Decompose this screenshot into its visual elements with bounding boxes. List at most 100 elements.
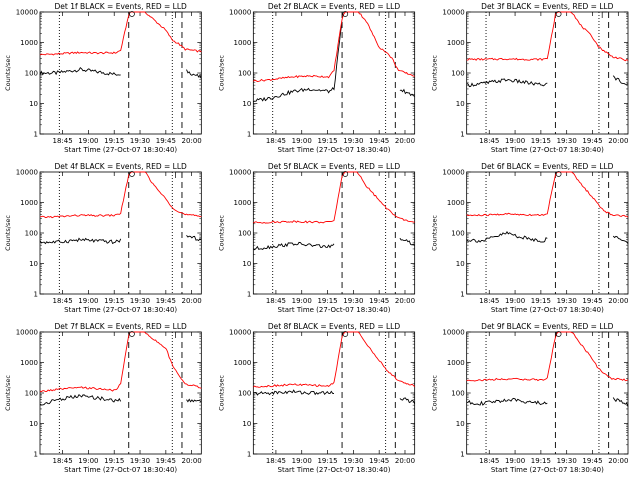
x-tick-label: 19:15 [104, 297, 124, 305]
lld-series-line [39, 171, 202, 219]
y-tick-label: 1 [34, 451, 38, 459]
chart-panel-3: Det 3f BLACK = Events, RED = LLD 1 10 100 10… [431, 2, 629, 154]
bracket-marker [175, 11, 181, 18]
events-series-line [612, 75, 629, 85]
x-tick-label: 20:00 [608, 457, 628, 465]
x-tick-label: 19:00 [292, 297, 312, 305]
x-tick-label: 19:15 [531, 137, 551, 145]
events-series-line [399, 397, 416, 405]
events-series-line [39, 237, 122, 245]
x-tick-label: 18:45 [52, 297, 72, 305]
y-tick-label: 1000 [447, 199, 465, 207]
y-tick-label: 10000 [16, 9, 38, 17]
x-tick-label: 19:00 [505, 457, 525, 465]
y-tick-label: 10000 [229, 329, 251, 337]
y-tick-label: 10000 [442, 9, 464, 17]
y-tick-label: 100 [25, 230, 38, 238]
event-marker [555, 331, 562, 337]
x-tick-label: 18:45 [266, 457, 286, 465]
plot-frame [466, 171, 629, 295]
x-tick-label: 19:45 [582, 137, 602, 145]
y-tick-label: 1 [34, 131, 38, 139]
y-tick-label: 10000 [229, 169, 251, 177]
y-tick-label: 1000 [20, 359, 38, 367]
plot-frame [466, 11, 629, 135]
x-tick-label: 19:15 [317, 297, 337, 305]
x-tick-label: 20:00 [395, 457, 415, 465]
x-tick-label: 19:30 [557, 457, 577, 465]
y-tick-label: 100 [238, 70, 251, 78]
x-tick-label: 19:45 [369, 137, 389, 145]
y-axis-label: Counts/sec [4, 375, 12, 411]
events-series-line [39, 394, 122, 406]
x-tick-label: 20:00 [182, 297, 202, 305]
x-tick-label: 19:45 [156, 137, 176, 145]
y-tick-label: 100 [451, 230, 464, 238]
y-tick-label: 10 [456, 260, 465, 268]
x-tick-label: 18:45 [266, 297, 286, 305]
x-tick-label: 18:45 [266, 137, 286, 145]
y-tick-label: 10000 [16, 329, 38, 337]
bracket-marker [388, 331, 394, 338]
y-tick-label: 10000 [442, 169, 464, 177]
y-axis-label: Counts/sec [217, 215, 225, 251]
x-tick-label: 19:15 [317, 137, 337, 145]
x-tick-label: 19:30 [130, 137, 150, 145]
events-series-line [612, 235, 629, 245]
x-axis-label: Start Time (27-Oct-07 18:30:40) [278, 306, 391, 314]
event-marker [129, 11, 135, 17]
events-series-line [253, 21, 343, 103]
chart-panel-8: Det 8f BLACK = Events, RED = LLD 1 10 100 10… [217, 322, 416, 474]
events-series-line [399, 88, 415, 97]
x-tick-label: 19:00 [78, 297, 98, 305]
bracket-marker [388, 171, 394, 178]
plot-frame [466, 331, 629, 455]
bracket-marker [175, 331, 181, 338]
x-tick-label: 19:15 [531, 457, 551, 465]
x-tick-label: 20:00 [608, 297, 628, 305]
x-tick-label: 19:30 [130, 457, 150, 465]
plot-frame [39, 171, 202, 295]
x-tick-label: 19:30 [343, 137, 363, 145]
event-marker [555, 171, 562, 177]
y-tick-label: 100 [238, 390, 251, 398]
y-tick-label: 10000 [442, 329, 464, 337]
lld-series-line [253, 171, 415, 224]
x-tick-label: 19:45 [156, 457, 176, 465]
x-tick-label: 19:30 [557, 297, 577, 305]
x-tick-label: 19:15 [317, 457, 337, 465]
chart-title: Det 6f BLACK = Events, RED = LLD [481, 162, 614, 171]
x-tick-label: 19:00 [78, 137, 98, 145]
chart-title: Det 3f BLACK = Events, RED = LLD [481, 2, 614, 11]
x-tick-label: 19:45 [582, 457, 602, 465]
y-tick-label: 1000 [234, 199, 252, 207]
x-tick-label: 18:45 [479, 457, 499, 465]
bracket-marker [601, 11, 608, 18]
x-tick-label: 19:30 [343, 297, 363, 305]
y-tick-label: 1000 [20, 39, 38, 47]
x-axis-label: Start Time (27-Oct-07 18:30:40) [278, 146, 391, 154]
event-marker [129, 331, 135, 337]
x-tick-label: 19:30 [130, 297, 150, 305]
lld-series-line [253, 331, 416, 388]
chart-title: Det 9f BLACK = Events, RED = LLD [481, 322, 614, 331]
y-tick-label: 1000 [20, 199, 38, 207]
y-tick-label: 100 [25, 70, 38, 78]
y-tick-label: 10000 [16, 169, 38, 177]
y-tick-label: 1 [460, 131, 464, 139]
x-tick-label: 20:00 [395, 137, 415, 145]
x-tick-label: 20:00 [608, 137, 628, 145]
chart-panel-7: Det 7f BLACK = Events, RED = LLD 1 10 100 10… [4, 322, 202, 474]
chart-panel-9: Det 9f BLACK = Events, RED = LLD 1 10 100 10… [431, 322, 629, 474]
bracket-marker [388, 11, 394, 18]
event-marker [342, 171, 349, 177]
y-tick-label: 10 [29, 100, 38, 108]
x-axis-label: Start Time (27-Oct-07 18:30:40) [64, 466, 177, 474]
events-series-line [186, 398, 202, 403]
chart-title: Det 7f BLACK = Events, RED = LLD [55, 322, 188, 331]
chart-title: Det 1f BLACK = Events, RED = LLD [55, 2, 188, 11]
y-axis-label: Counts/sec [217, 375, 225, 411]
x-tick-label: 18:45 [479, 137, 499, 145]
x-tick-label: 19:15 [104, 457, 124, 465]
